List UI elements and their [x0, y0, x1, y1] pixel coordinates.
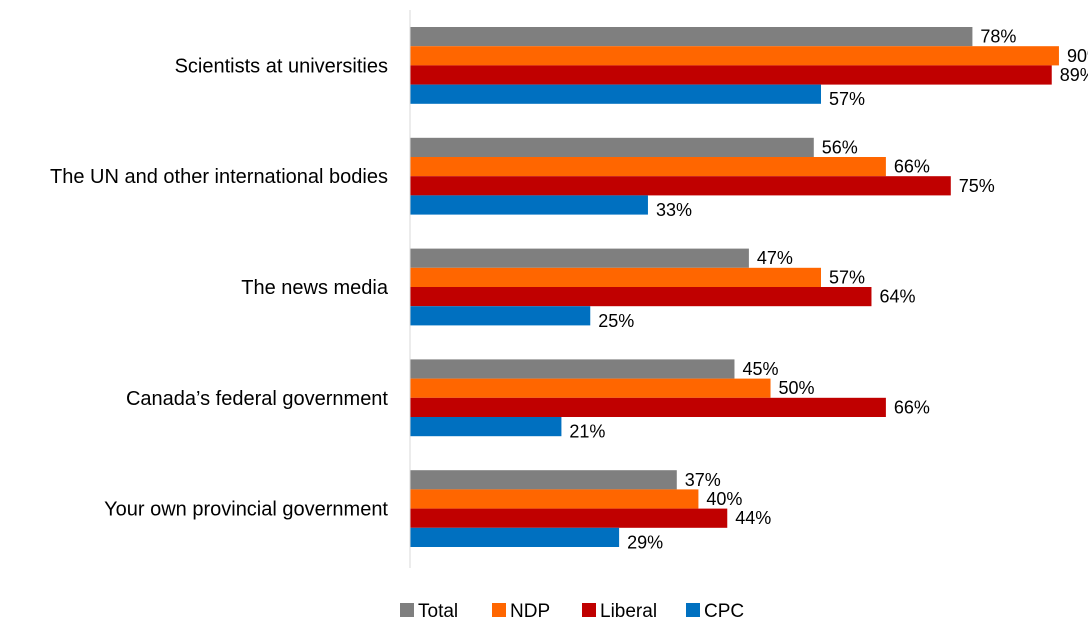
bar-ndp-the-un-and-other-international-bodies: [410, 157, 886, 177]
value-label-cpc-the-news-media: 25%: [598, 311, 634, 331]
category-labels: Scientists at universities The UN and oth…: [50, 55, 389, 520]
bar-liberal-the-un-and-other-international-bodies: [410, 176, 951, 196]
bar-ndp-the-news-media: [410, 267, 821, 287]
legend-swatch-total: [400, 603, 414, 617]
bar-liberal-scientists-at-universities: [410, 65, 1052, 85]
legend-swatch-cpc: [686, 603, 700, 617]
value-label-liberal-your-own-provincial-government: 44%: [735, 508, 771, 528]
value-label-total-scientists-at-universities: 78%: [980, 27, 1016, 47]
bar-total-scientists-at-universities: [410, 27, 973, 47]
value-label-ndp-the-news-media: 57%: [829, 267, 865, 287]
value-label-liberal-scientists-at-universities: 89%: [1060, 65, 1088, 85]
bar-liberal-the-news-media: [410, 287, 872, 307]
category-label-the-news-media: The news media: [241, 277, 389, 299]
legend-swatch-ndp: [492, 603, 506, 617]
legend: Total NDP Liberal CPC: [400, 601, 744, 622]
category-label-canada-s-federal-government: Canada’s federal government: [126, 388, 388, 410]
bar-ndp-your-own-provincial-government: [410, 489, 699, 509]
category-label-scientists-at-universities: Scientists at universities: [175, 55, 388, 77]
bar-cpc-the-news-media: [410, 306, 591, 326]
bar-liberal-canada-s-federal-government: [410, 397, 886, 417]
value-label-cpc-your-own-provincial-government: 29%: [627, 532, 663, 552]
value-label-cpc-scientists-at-universities: 57%: [829, 89, 865, 109]
value-label-liberal-the-news-media: 64%: [879, 287, 915, 307]
bar-total-canada-s-federal-government: [410, 359, 735, 379]
bar-total-the-un-and-other-international-bodies: [410, 137, 814, 157]
legend-swatch-liberal: [582, 603, 596, 617]
value-label-total-canada-s-federal-government: 45%: [742, 359, 778, 379]
value-label-total-the-un-and-other-international-bodies: 56%: [822, 137, 858, 157]
value-label-liberal-the-un-and-other-international-bodies: 75%: [959, 176, 995, 196]
bar-ndp-scientists-at-universities: [410, 46, 1059, 66]
value-label-total-the-news-media: 47%: [757, 248, 793, 268]
category-label-your-own-provincial-government: Your own provincial government: [104, 499, 388, 521]
legend-label-liberal: Liberal: [600, 601, 657, 622]
bars: [410, 27, 1059, 547]
bar-total-the-news-media: [410, 248, 749, 268]
bar-cpc-canada-s-federal-government: [410, 417, 562, 437]
legend-label-cpc: CPC: [704, 601, 744, 622]
bar-liberal-your-own-provincial-government: [410, 508, 728, 528]
value-label-ndp-your-own-provincial-government: 40%: [706, 489, 742, 509]
bar-ndp-canada-s-federal-government: [410, 378, 771, 398]
value-labels: 78% 90%89% 57% 56% 66% 75% 33% 47% 57% 64% 25% 45%5…: [569, 27, 1088, 553]
bar-cpc-scientists-at-universities: [410, 84, 821, 104]
value-label-total-your-own-provincial-government: 37%: [685, 470, 721, 490]
bar-cpc-your-own-provincial-government: [410, 527, 620, 547]
value-label-liberal-canada-s-federal-government: 66%: [894, 397, 930, 417]
value-label-ndp-canada-s-federal-government: 50%: [779, 378, 815, 398]
value-label-cpc-canada-s-federal-government: 21%: [569, 422, 605, 442]
legend-label-total: Total: [418, 601, 458, 622]
category-label-the-un-and-other-international-bodies: The UN and other international bodies: [50, 166, 388, 188]
value-label-ndp-the-un-and-other-international-bodies: 66%: [894, 157, 930, 177]
value-label-ndp-scientists-at-universities: 90%: [1067, 46, 1088, 66]
legend-label-ndp: NDP: [510, 601, 550, 622]
bar-total-your-own-provincial-government: [410, 470, 677, 490]
bar-cpc-the-un-and-other-international-bodies: [410, 195, 648, 215]
value-label-cpc-the-un-and-other-international-bodies: 33%: [656, 200, 692, 220]
